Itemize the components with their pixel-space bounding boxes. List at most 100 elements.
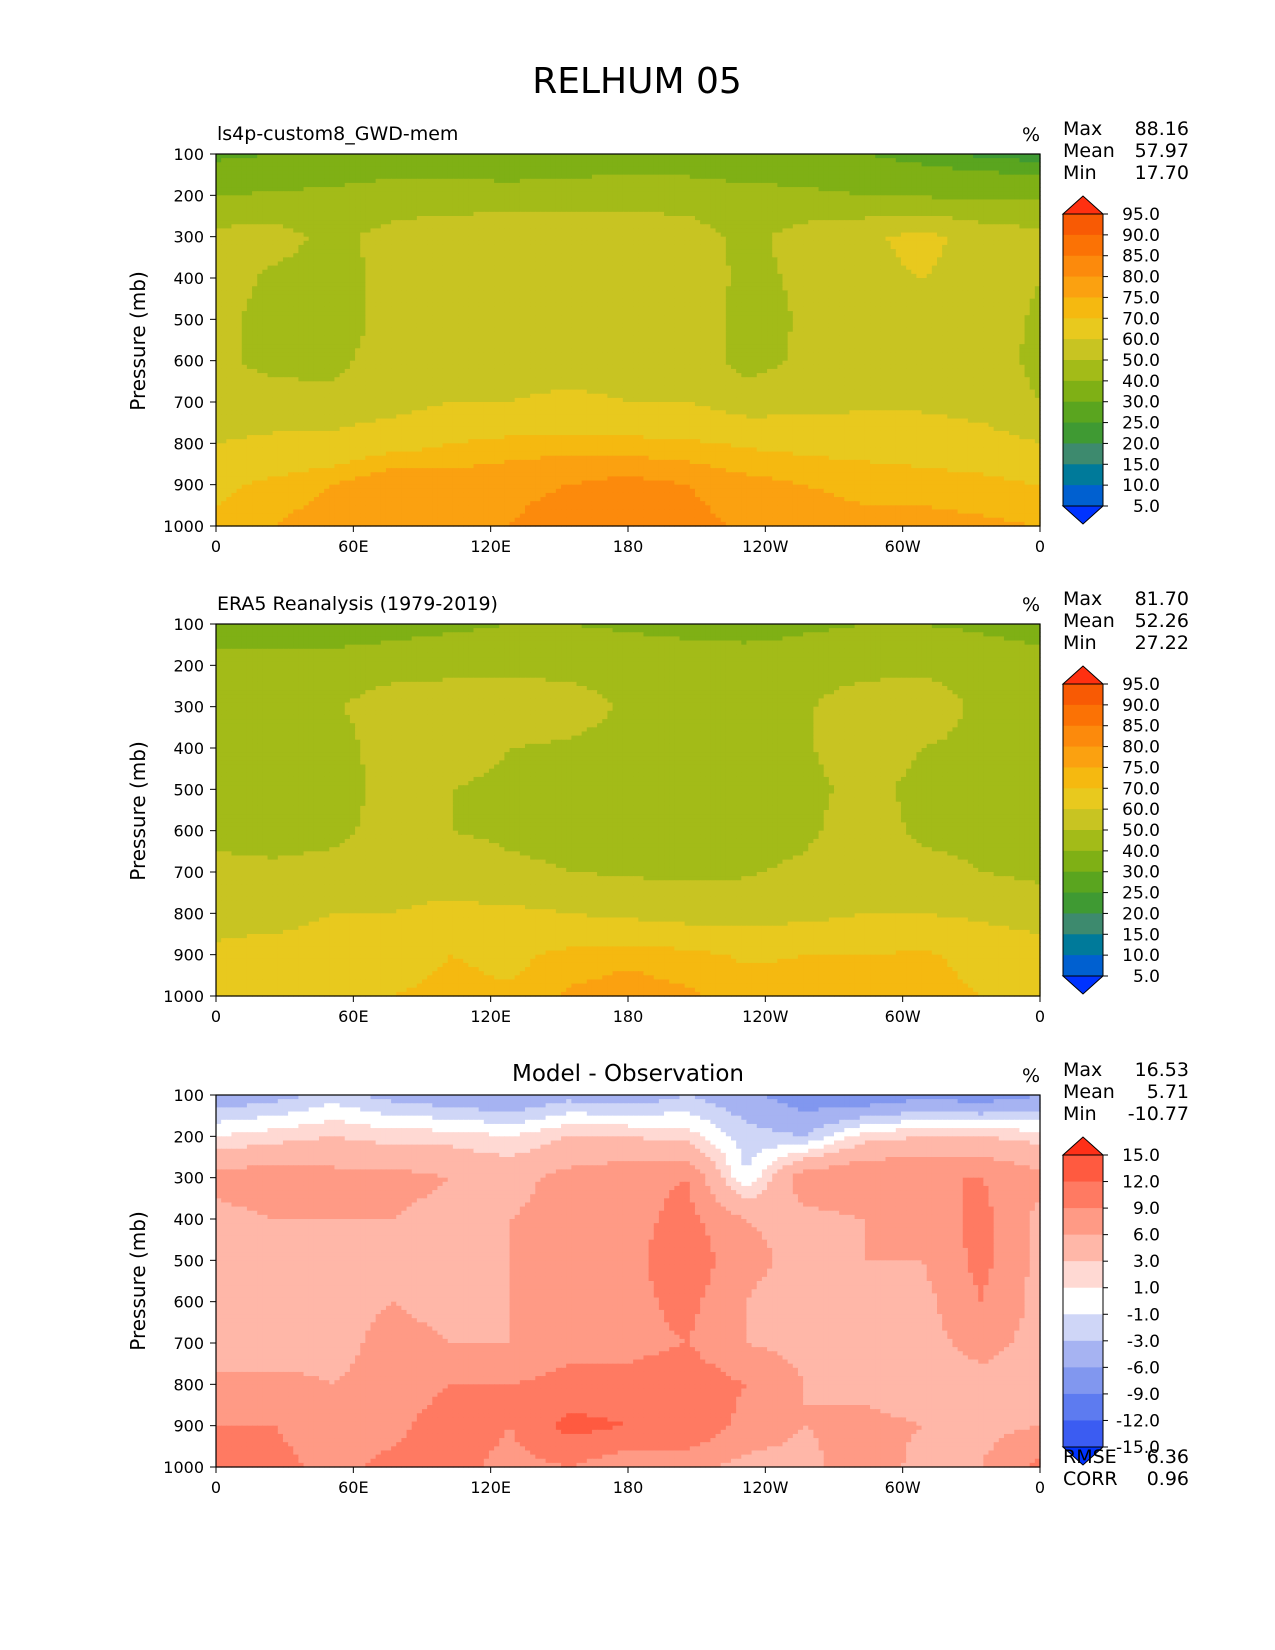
contour-cell <box>777 166 783 171</box>
contour-cell <box>566 166 572 171</box>
contour-cell <box>978 154 984 159</box>
contour-cell <box>849 154 855 159</box>
contour-cell <box>556 158 562 163</box>
contour-cell <box>334 171 340 176</box>
contour-cell <box>314 154 320 159</box>
contour-cell <box>772 158 778 163</box>
contour-cell <box>1009 162 1015 167</box>
contour-cell <box>453 175 459 180</box>
contour-cell <box>746 175 752 180</box>
contour-cell <box>638 158 644 163</box>
contour-cell <box>633 166 639 171</box>
contour-cell <box>298 175 304 180</box>
contour-cell <box>304 171 310 176</box>
contour-cell <box>746 166 752 171</box>
contour-cell <box>350 154 356 159</box>
contour-cell <box>396 162 402 167</box>
contour-cell <box>1009 154 1015 159</box>
contour-cell <box>983 154 989 159</box>
contour-cell <box>968 158 974 163</box>
contour-cell <box>319 171 325 176</box>
contour-cell <box>525 175 531 180</box>
contour-cell <box>999 162 1005 167</box>
contour-cell <box>597 158 603 163</box>
contour-cell <box>530 175 536 180</box>
contour-cell <box>721 158 727 163</box>
contour-cell <box>844 171 850 176</box>
contour-cell <box>844 175 850 180</box>
contour-cell <box>886 154 892 159</box>
contour-cell <box>520 158 526 163</box>
contour-cell <box>417 175 423 180</box>
contour-cell <box>613 162 619 167</box>
contour-cell <box>515 158 521 163</box>
contour-cell <box>855 175 861 180</box>
contour-cell <box>365 175 371 180</box>
contour-cell <box>685 175 691 180</box>
contour-cell <box>937 154 943 159</box>
contour-cell <box>777 162 783 167</box>
contour-cell <box>643 158 649 163</box>
contour-cell <box>530 166 536 171</box>
contour-cell <box>669 158 675 163</box>
contour-cell <box>474 154 480 159</box>
contour-cell <box>978 162 984 167</box>
contour-cell <box>453 154 459 159</box>
contour-cell <box>628 154 634 159</box>
contour-cell <box>221 175 227 180</box>
contour-cell <box>247 154 253 159</box>
contour-cell <box>407 162 413 167</box>
contour-cell <box>427 171 433 176</box>
contour-cell <box>664 171 670 176</box>
contour-cell <box>355 154 361 159</box>
contour-cell <box>819 162 825 167</box>
contour-cell <box>685 166 691 171</box>
contour-cell <box>1004 154 1010 159</box>
contour-cell <box>700 166 706 171</box>
contour-cell <box>994 171 1000 176</box>
contour-cell <box>386 158 392 163</box>
contour-cell <box>922 166 928 171</box>
contour-cell <box>484 154 490 159</box>
contour-cell <box>355 166 361 171</box>
contour-cell <box>752 162 758 167</box>
contour-cell <box>386 166 392 171</box>
contour-cell <box>643 171 649 176</box>
contour-cell <box>273 175 279 180</box>
contour-cell <box>628 166 634 171</box>
stat-label-mean: Mean <box>1063 140 1115 162</box>
contour-field <box>216 154 1041 527</box>
contour-cell <box>989 154 995 159</box>
contour-cell <box>793 158 799 163</box>
contour-cell <box>582 166 588 171</box>
contour-cell <box>757 175 763 180</box>
contour-cell <box>685 171 691 176</box>
contour-cell <box>268 166 274 171</box>
contour-cell <box>437 154 443 159</box>
contour-cell <box>504 158 510 163</box>
contour-cell <box>1019 166 1025 171</box>
contour-cell <box>273 158 279 163</box>
contour-cell <box>582 171 588 176</box>
contour-cell <box>891 166 897 171</box>
contour-cell <box>983 162 989 167</box>
contour-cell <box>334 166 340 171</box>
contour-cell <box>834 166 840 171</box>
contour-cell <box>551 175 557 180</box>
contour-cell <box>829 166 835 171</box>
contour-cell <box>798 166 804 171</box>
contour-cell <box>453 166 459 171</box>
contour-cell <box>386 175 392 180</box>
contour-cell <box>468 166 474 171</box>
contour-cell <box>273 162 279 167</box>
contour-cell <box>432 162 438 167</box>
contour-cell <box>726 158 732 163</box>
contour-cell <box>922 162 928 167</box>
contour-cell <box>690 154 696 159</box>
contour-cell <box>680 171 686 176</box>
contour-cell <box>844 162 850 167</box>
contour-cell <box>494 158 500 163</box>
contour-cell <box>530 162 536 167</box>
contour-cell <box>474 162 480 167</box>
contour-cell <box>417 158 423 163</box>
